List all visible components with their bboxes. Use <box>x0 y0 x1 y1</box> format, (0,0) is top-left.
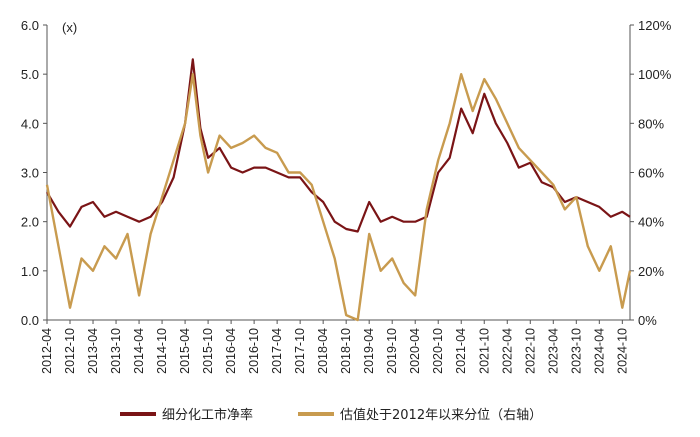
x-tick-label: 2015-04 <box>178 328 192 374</box>
right-tick-label: 80% <box>638 116 664 131</box>
x-tick-label: 2016-10 <box>247 328 261 374</box>
left-axis-unit-label: (x) <box>62 20 77 35</box>
left-tick-label: 5.0 <box>21 67 39 82</box>
right-tick-label: 20% <box>638 264 664 279</box>
x-tick-label: 2022-10 <box>523 328 537 374</box>
x-tick-label: 2018-04 <box>316 328 330 374</box>
x-tick-label: 2023-10 <box>569 328 583 374</box>
left-tick-label: 2.0 <box>21 215 39 230</box>
x-tick-label: 2013-10 <box>109 328 123 374</box>
x-tick-label: 2012-04 <box>40 328 54 374</box>
right-tick-label: 40% <box>638 215 664 230</box>
x-tick-label: 2021-04 <box>454 328 468 374</box>
series-line-2 <box>45 73 632 322</box>
right-tick-label: 120% <box>638 18 672 33</box>
legend-label-series-2: 估值处于2012年以来分位（右轴） <box>340 407 542 423</box>
left-tick-label: 4.0 <box>21 116 39 131</box>
x-tick-label: 2013-04 <box>86 328 100 374</box>
x-tick-label: 2019-10 <box>385 328 399 374</box>
x-tick-label: 2014-04 <box>132 328 146 374</box>
x-tick-label: 2018-10 <box>339 328 353 374</box>
legend: 细分化工市净率 估值处于2012年以来分位（右轴） <box>120 407 542 423</box>
x-tick-label: 2014-10 <box>155 328 169 374</box>
x-tick-label: 2016-04 <box>224 328 238 374</box>
left-tick-label: 6.0 <box>21 18 39 33</box>
left-tick-label: 0.0 <box>21 313 39 328</box>
x-tick-label: 2022-04 <box>500 328 514 374</box>
series-line-1 <box>46 58 631 233</box>
x-tick-label: 2024-10 <box>615 328 629 374</box>
x-tick-label: 2017-04 <box>270 328 284 374</box>
plot-lines <box>45 58 632 322</box>
legend-label-series-1: 细分化工市净率 <box>162 407 253 423</box>
x-tick-label: 2015-10 <box>201 328 215 374</box>
x-tick-label: 2012-10 <box>63 328 77 374</box>
right-tick-label: 0% <box>638 313 657 328</box>
left-tick-label: 1.0 <box>21 264 39 279</box>
x-tick-label: 2021-10 <box>477 328 491 374</box>
right-tick-label: 60% <box>638 166 664 181</box>
x-tick-label: 2020-10 <box>431 328 445 374</box>
right-tick-label: 100% <box>638 67 672 82</box>
axes: 0.0 1.0 2.0 3.0 4.0 5.0 6.0 0% 20% 40% 60% 80% 100% 1… <box>21 18 672 374</box>
x-tick-label: 2019-04 <box>362 328 376 374</box>
x-tick-label: 2024-04 <box>592 328 606 374</box>
left-tick-label: 3.0 <box>21 166 39 181</box>
x-tick-label: 2023-04 <box>546 328 560 374</box>
x-tick-label: 2017-10 <box>293 328 307 374</box>
x-tick-label: 2020-04 <box>408 328 422 374</box>
